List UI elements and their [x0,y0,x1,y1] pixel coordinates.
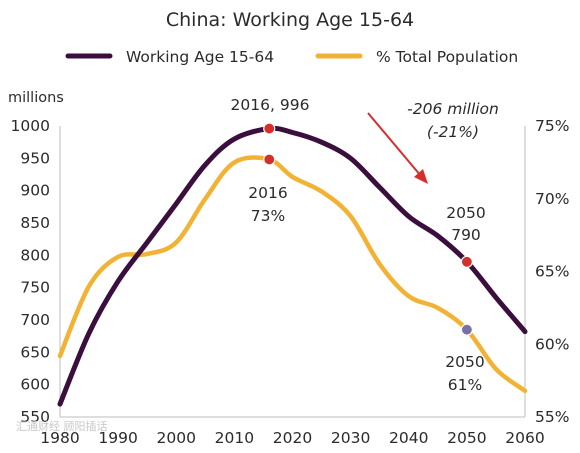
annotation-drop-millions: -206 million [407,100,499,118]
y-left-tick-label: 800 [20,246,50,264]
decline-arrow-head [414,169,428,184]
y-left-tick-label: 600 [20,376,50,394]
chart-title: China: Working Age 15-64 [166,9,414,31]
y-left-tick-label: 900 [20,182,50,200]
x-tick-label: 1980 [40,429,79,447]
legend-label-pct-total: % Total Population [376,48,518,66]
highlight-point [263,122,276,135]
y-left-tick-label: 850 [20,214,50,232]
annotation-peak-working-age: 2016, 996 [231,96,310,114]
highlight-point [263,153,276,166]
y-right-tick-label: 75% [535,117,569,135]
x-tick-label: 2020 [273,429,312,447]
x-tick-label: 2010 [215,429,254,447]
x-tick-label: 2030 [331,429,370,447]
x-tick-label: 2040 [389,429,428,447]
y-left-unit-label: millions [8,90,64,106]
annotation-2050-working-year: 2050 [446,204,485,222]
annotation-2050-pct-value: 61% [448,376,482,394]
watermark-text: 汇通财经 顾阳插话 [16,419,108,433]
annotation-2050-working-value: 790 [451,226,481,244]
y-left-tick-label: 700 [20,311,50,329]
x-tick-label: 2000 [157,429,196,447]
x-tick-label: 1990 [98,429,137,447]
y-right-tick-label: 70% [535,190,569,208]
y-left-tick-label: 550 [20,408,50,426]
y-right-tick-label: 60% [535,335,569,353]
x-tick-label: 2060 [505,429,544,447]
y-left-tick-label: 950 [20,149,50,167]
highlight-point [460,255,473,268]
y-left-tick-label: 1000 [11,117,50,135]
annotation-2050-pct-year: 2050 [445,353,484,371]
x-tick-label: 2050 [447,429,486,447]
highlight-point [460,323,473,336]
annotation-drop-percent: (-21%) [427,123,479,141]
y-right-tick-label: 55% [535,408,569,426]
y-left-tick-label: 750 [20,279,50,297]
y-left-tick-label: 650 [20,343,50,361]
annotation-peak-pct-value: 73% [251,207,285,225]
legend-label-working-age: Working Age 15-64 [126,48,274,66]
series-line-working-age [57,125,528,407]
decline-arrow-shaft [367,112,422,177]
y-right-tick-label: 65% [535,263,569,281]
annotation-peak-pct-year: 2016 [248,184,287,202]
